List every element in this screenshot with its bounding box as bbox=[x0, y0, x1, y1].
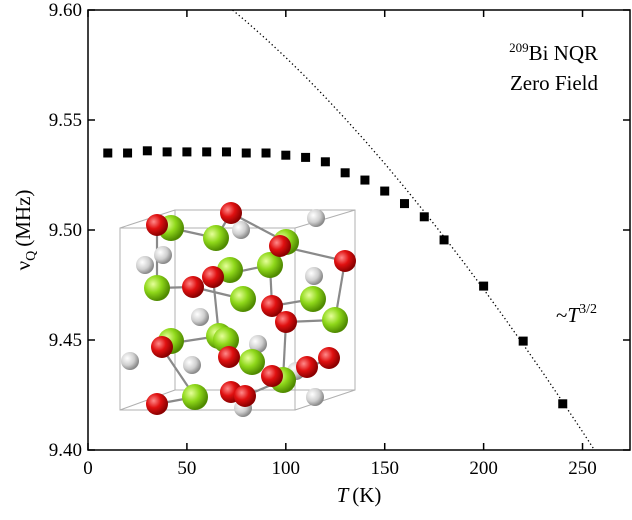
x-tick-label: 200 bbox=[469, 458, 498, 479]
plot-area bbox=[103, 10, 596, 450]
x-axis-label: T (K) bbox=[337, 483, 382, 507]
data-point bbox=[301, 152, 311, 162]
y-tick-label: 9.55 bbox=[49, 110, 82, 131]
x-tick-label: 100 bbox=[272, 458, 301, 479]
x-symbol: T bbox=[337, 483, 350, 507]
y-subscript: Q bbox=[24, 251, 39, 261]
annotation-text: Bi NQR bbox=[529, 41, 598, 65]
data-point bbox=[518, 336, 528, 346]
y-tick-label: 9.60 bbox=[49, 0, 82, 21]
fit-line bbox=[231, 10, 596, 450]
fit-superscript: 3/2 bbox=[579, 302, 597, 317]
data-point bbox=[202, 147, 212, 157]
y-tick-label: 9.40 bbox=[49, 440, 82, 461]
x-tick-label: 0 bbox=[83, 458, 93, 479]
data-point bbox=[162, 147, 172, 157]
superscript: 209 bbox=[509, 40, 529, 55]
x-unit: (K) bbox=[352, 483, 381, 507]
annotation-title: 209Bi NQR bbox=[509, 40, 598, 65]
data-point bbox=[399, 199, 409, 209]
data-point bbox=[123, 148, 133, 158]
y-unit: (MHz) bbox=[11, 190, 35, 247]
data-point bbox=[221, 147, 231, 157]
annotation-subtitle: Zero Field bbox=[510, 71, 599, 95]
fit-symbol: T bbox=[567, 303, 580, 327]
data-point bbox=[380, 186, 390, 196]
data-point bbox=[182, 147, 192, 157]
fit-label: ~T3/2 bbox=[556, 302, 597, 327]
data-point bbox=[281, 150, 291, 160]
fit-prefix: ~ bbox=[556, 303, 567, 327]
data-point bbox=[261, 148, 271, 158]
data-point bbox=[419, 212, 429, 222]
data-point bbox=[479, 281, 489, 291]
data-point bbox=[360, 175, 370, 185]
y-tick-label: 9.45 bbox=[49, 330, 82, 351]
x-tick-label: 50 bbox=[177, 458, 196, 479]
data-point bbox=[142, 146, 152, 156]
data-point bbox=[103, 148, 113, 158]
x-tick-label: 250 bbox=[568, 458, 597, 479]
data-point bbox=[439, 235, 449, 245]
y-tick-label: 9.50 bbox=[49, 220, 82, 241]
data-point bbox=[558, 399, 568, 409]
atoms bbox=[121, 202, 356, 417]
y-axis-label: νQ (MHz) bbox=[11, 190, 39, 271]
data-point bbox=[241, 148, 251, 158]
y-symbol: ν bbox=[11, 261, 35, 271]
data-point bbox=[340, 168, 350, 178]
x-tick-label: 150 bbox=[370, 458, 399, 479]
data-point bbox=[320, 157, 330, 167]
crystal-structure-inset bbox=[119, 202, 356, 417]
